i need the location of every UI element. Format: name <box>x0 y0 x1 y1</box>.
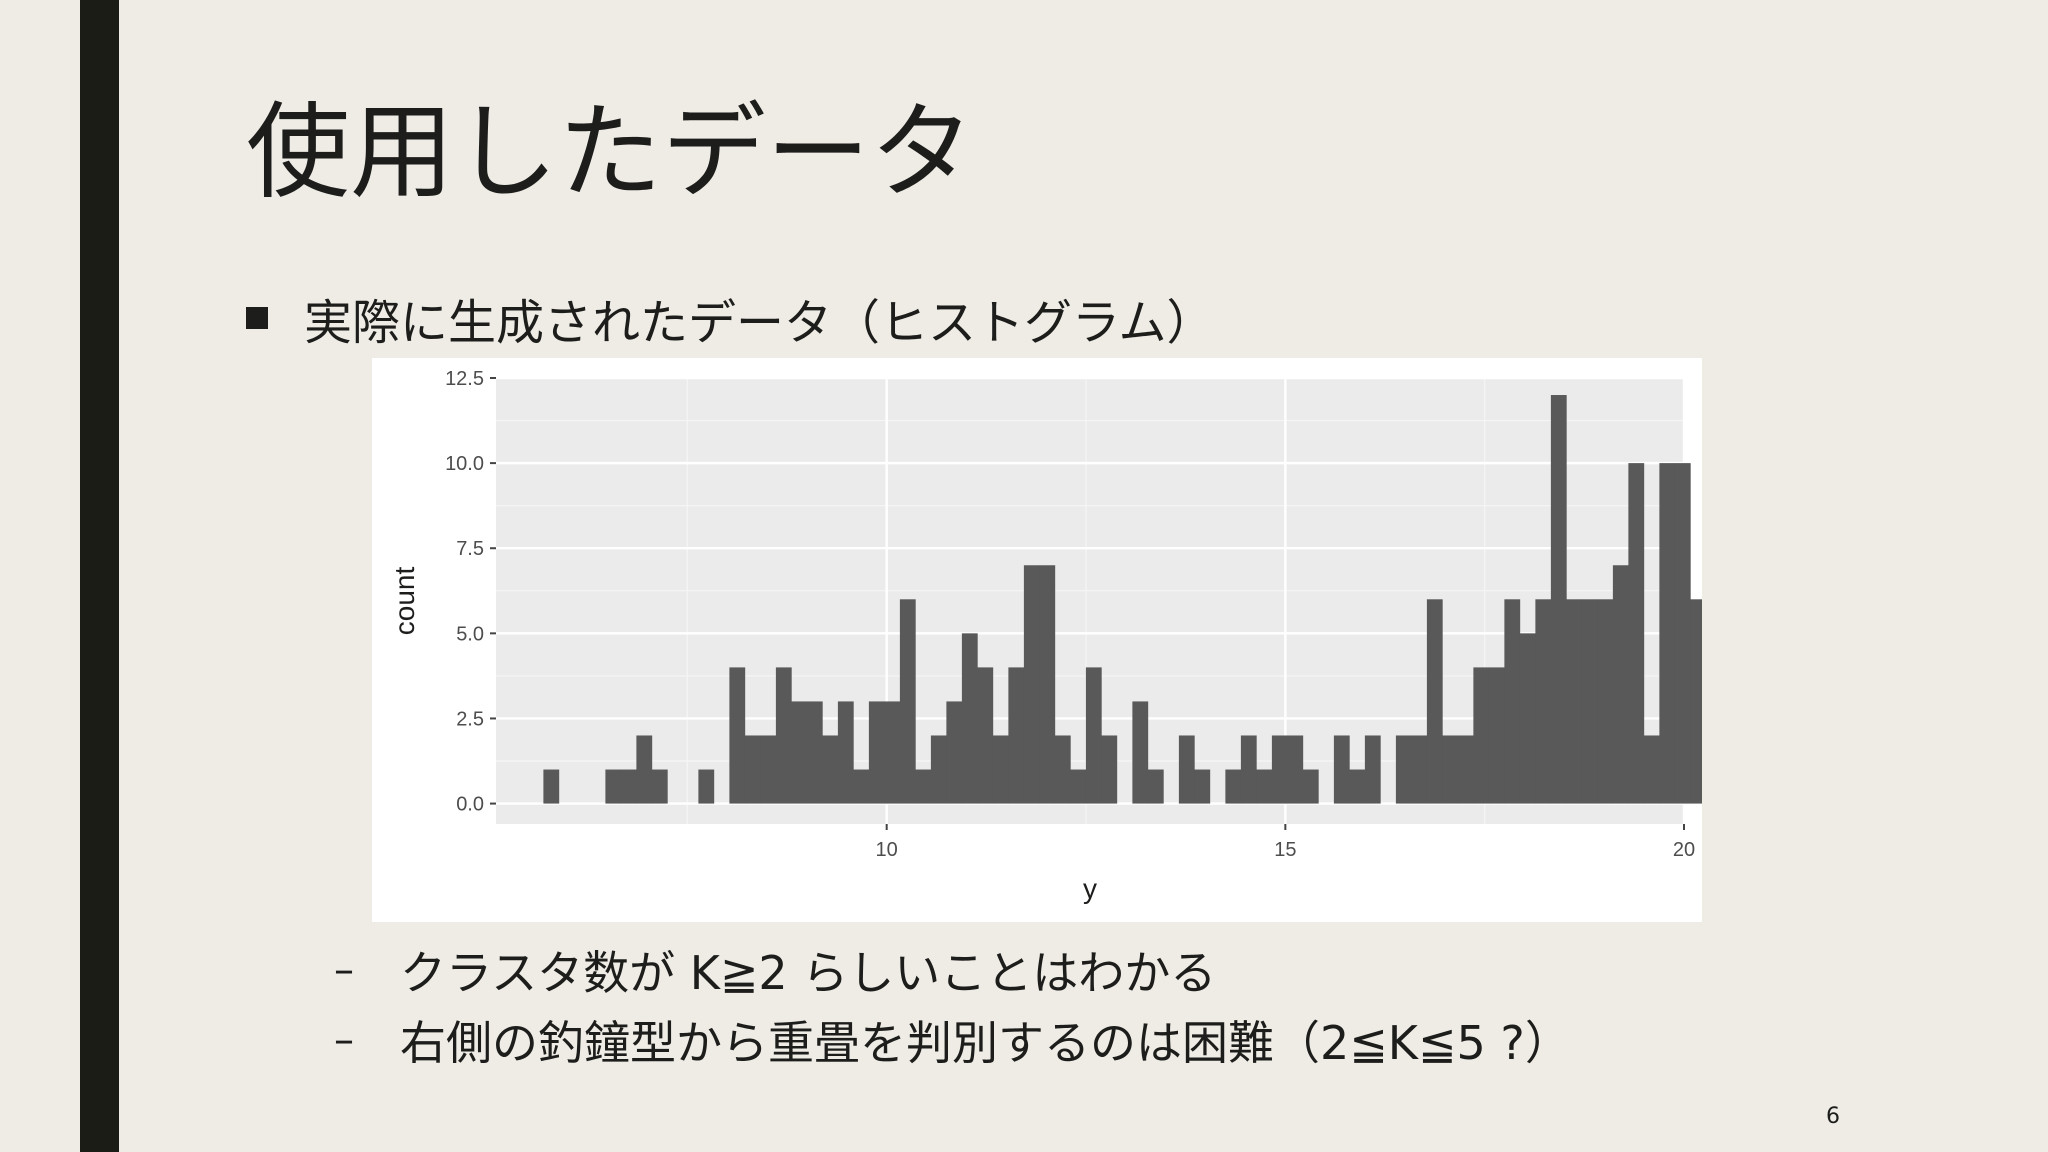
histogram-bar <box>1426 599 1443 804</box>
histogram-bar <box>791 701 808 804</box>
histogram-bar <box>543 769 560 804</box>
histogram-bar <box>1302 769 1319 804</box>
x-tick-label: 10 <box>876 839 898 861</box>
y-tick-label: 12.5 <box>445 368 484 390</box>
histogram-bar <box>1147 769 1164 804</box>
dash-marker: – <box>334 1017 354 1063</box>
histogram-bar <box>1519 633 1536 804</box>
histogram-bar <box>853 769 870 804</box>
histogram-bar <box>1054 735 1071 804</box>
histogram-bar <box>1674 463 1691 804</box>
histogram-bar <box>1364 735 1381 804</box>
histogram-bar <box>1442 735 1459 804</box>
histogram-bar <box>1628 463 1645 804</box>
histogram-bar <box>977 667 994 804</box>
main-bullet-text: 実際に生成されたデータ（ヒストグラム） <box>304 295 1215 351</box>
y-tick-label: 10.0 <box>445 453 484 475</box>
sub-bullet-2-text: 右側の釣鐘型から重畳を判別するのは困難（2≦K≦5 ?） <box>400 1016 1571 1070</box>
histogram-bar <box>1287 735 1304 804</box>
histogram-bar <box>1504 599 1521 804</box>
histogram-bar <box>651 769 668 804</box>
histogram-bar <box>1457 735 1474 804</box>
histogram-bar <box>729 667 746 804</box>
sub-bullet-1-text: クラスタ数が K≧2 らしいことはわかる <box>400 946 1217 1000</box>
y-axis-title: count <box>389 567 420 636</box>
slide-title: 使用したデータ <box>246 91 975 213</box>
y-tick-label: 2.5 <box>456 708 484 730</box>
dash-marker: – <box>334 947 354 993</box>
y-tick-label: 0.0 <box>456 794 484 816</box>
histogram-bar <box>744 735 761 804</box>
histogram-bar <box>1271 735 1288 804</box>
histogram-bar <box>1597 599 1614 804</box>
histogram-bar <box>620 769 637 804</box>
y-tick-label: 7.5 <box>456 538 484 560</box>
histogram-bar <box>1178 735 1195 804</box>
histogram-bar <box>930 735 947 804</box>
page-number: 6 <box>1826 1104 1840 1129</box>
histogram-bar <box>1085 667 1102 804</box>
x-axis-title: y <box>1083 873 1097 904</box>
sub-bullet-2: – 右側の釣鐘型から重畳を判別するのは困難（2≦K≦5 ?） <box>334 1010 1571 1070</box>
histogram-bar <box>1333 735 1350 804</box>
histogram-bar <box>1550 395 1567 804</box>
histogram-bar <box>837 701 854 804</box>
histogram-bar <box>1023 565 1040 804</box>
histogram-bar <box>698 769 715 804</box>
sub-bullet-1: – クラスタ数が K≧2 らしいことはわかる <box>334 940 1216 1000</box>
histogram-bar <box>1008 667 1025 804</box>
side-accent-bar <box>80 0 119 1152</box>
histogram-bar <box>822 735 839 804</box>
x-tick-label: 20 <box>1673 839 1695 861</box>
histogram-chart: 0.0 2.5 5.0 7.5 10.0 12.5 10 15 20 y count <box>372 358 1702 922</box>
x-tick-label: 15 <box>1274 839 1296 861</box>
histogram-bar <box>605 769 622 804</box>
histogram-bar <box>1225 769 1242 804</box>
histogram-bar <box>1612 565 1629 804</box>
histogram-bar <box>760 735 777 804</box>
histogram-bar <box>1488 667 1505 804</box>
histogram-bar <box>884 701 901 804</box>
y-tick-label: 5.0 <box>456 623 484 645</box>
histogram-bar <box>806 701 823 804</box>
histogram-bar <box>1194 769 1211 804</box>
histogram-bar <box>1132 701 1149 804</box>
histogram-bar <box>1395 735 1412 804</box>
histogram-bar <box>636 735 653 804</box>
histogram-bar <box>899 599 916 804</box>
histogram-bar <box>915 769 932 804</box>
histogram-bar <box>1566 599 1583 804</box>
histogram-bar <box>1070 769 1087 804</box>
histogram-bar <box>1535 599 1552 804</box>
histogram-bar <box>1659 463 1676 804</box>
histogram-bar <box>1473 667 1490 804</box>
histogram-bar <box>775 667 792 804</box>
main-bullet: 実際に生成されたデータ（ヒストグラム） <box>246 288 1215 351</box>
histogram-bar <box>1256 769 1273 804</box>
histogram-bar <box>1643 735 1660 804</box>
histogram-bar <box>946 701 963 804</box>
histogram-bar <box>992 735 1009 804</box>
bullet-square-icon <box>246 307 268 329</box>
histogram-bar <box>1240 735 1257 804</box>
histogram-bar <box>961 633 978 804</box>
histogram-bar <box>1349 769 1366 804</box>
histogram-bar <box>1411 735 1428 804</box>
histogram-bar <box>1690 599 1702 804</box>
histogram-bar <box>1581 599 1598 804</box>
histogram-bar <box>1101 735 1118 804</box>
histogram-bar <box>1039 565 1056 804</box>
histogram-bar <box>868 701 885 804</box>
histogram-svg: 0.0 2.5 5.0 7.5 10.0 12.5 10 15 20 y count <box>389 368 1702 904</box>
